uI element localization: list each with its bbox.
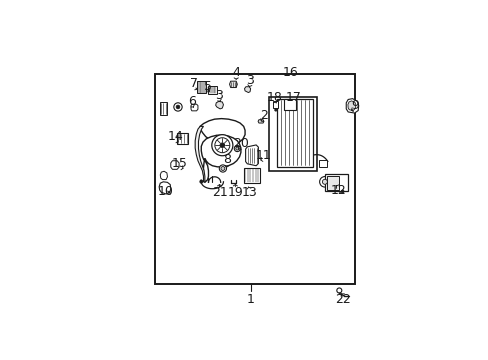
Text: 22: 22 [335, 293, 351, 306]
Bar [155, 74, 354, 284]
Polygon shape [159, 182, 170, 194]
Ellipse shape [176, 105, 180, 109]
Bar [284, 99, 295, 110]
Polygon shape [258, 120, 264, 123]
Bar [326, 176, 339, 190]
Text: 16: 16 [283, 66, 298, 79]
Polygon shape [244, 87, 250, 93]
Bar [160, 102, 167, 115]
Polygon shape [245, 145, 258, 166]
Text: 2: 2 [260, 109, 267, 122]
Text: 4: 4 [232, 66, 240, 79]
Polygon shape [195, 126, 204, 183]
Ellipse shape [211, 135, 232, 156]
Bar [324, 174, 348, 191]
Ellipse shape [200, 180, 202, 182]
Polygon shape [201, 135, 241, 183]
Text: 10: 10 [158, 185, 174, 198]
Ellipse shape [219, 165, 226, 172]
Text: 11: 11 [256, 149, 271, 162]
Text: 20: 20 [232, 137, 248, 150]
Ellipse shape [214, 138, 229, 153]
Text: 7: 7 [189, 77, 197, 90]
Ellipse shape [235, 147, 238, 150]
Text: 18: 18 [266, 91, 283, 104]
Bar [276, 99, 312, 167]
Text: 8: 8 [223, 153, 230, 166]
Ellipse shape [173, 103, 182, 111]
Text: 19: 19 [227, 186, 243, 199]
Ellipse shape [330, 179, 335, 184]
Text: 17: 17 [285, 91, 301, 104]
Ellipse shape [336, 288, 341, 293]
Text: 9: 9 [351, 99, 359, 112]
Ellipse shape [327, 176, 338, 187]
Bar [268, 97, 317, 171]
Bar [207, 86, 216, 94]
Text: 6: 6 [187, 95, 195, 108]
Polygon shape [215, 102, 223, 109]
Ellipse shape [341, 190, 344, 193]
Ellipse shape [319, 176, 329, 187]
Bar [177, 133, 188, 144]
Ellipse shape [234, 145, 240, 152]
Text: 1: 1 [246, 293, 254, 306]
Ellipse shape [322, 179, 327, 184]
Bar [197, 81, 205, 93]
Text: 5: 5 [203, 80, 211, 93]
Ellipse shape [221, 167, 224, 170]
Polygon shape [191, 104, 198, 111]
Ellipse shape [200, 180, 202, 183]
Text: 3: 3 [245, 74, 253, 87]
Polygon shape [346, 99, 358, 113]
Bar [319, 161, 326, 167]
Ellipse shape [220, 143, 224, 148]
Polygon shape [160, 171, 167, 180]
Text: 14: 14 [167, 130, 183, 143]
Text: 21: 21 [211, 186, 227, 199]
Text: 15: 15 [172, 157, 187, 170]
Bar [244, 168, 260, 183]
Bar [273, 100, 278, 108]
Polygon shape [347, 101, 355, 111]
Polygon shape [200, 118, 244, 145]
Ellipse shape [274, 109, 276, 111]
Text: 12: 12 [330, 184, 346, 197]
Text: 13: 13 [241, 186, 257, 199]
Polygon shape [170, 161, 179, 169]
Text: 3: 3 [214, 89, 222, 102]
Polygon shape [229, 81, 237, 87]
